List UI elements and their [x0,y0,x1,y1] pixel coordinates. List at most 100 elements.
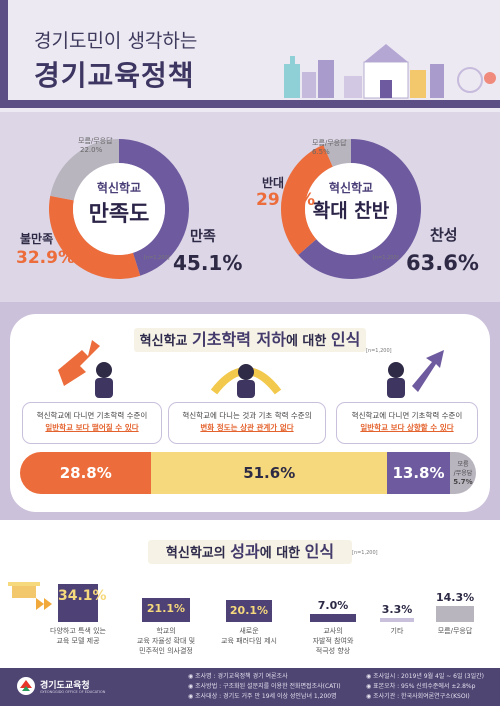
donut-expansion-center-line2: 확대 찬반 [312,200,390,222]
bubble-no-relation-line1: 혁신학교에 다니는 것과 기초 학력 수준의 [182,411,312,420]
header: 경기도민이 생각하는 경기교육정책 [0,0,500,108]
performance-value-0: 34.1% [58,588,107,604]
donut-section: 혁신학교 만족도 [n=1,200] 만족 45.1% 불만족 32.9% 모름… [0,112,500,302]
bubble-decrease-line1: 혁신학교에 다니면 기초학력 수준이 [36,411,148,420]
performance-title-end: 인식 [304,542,335,561]
performance-title-prefix: 혁신학교의 [165,546,226,561]
basic-skills-title-prefix: 혁신학교 [139,334,188,349]
performance-bar-4 [380,618,414,622]
performance-n: [n=1,200] [352,550,378,556]
segment-unknown-value: 5.7% [453,478,473,486]
donut-expansion-slice-2 [323,139,351,167]
donut-satisfaction-slice-0 [119,139,189,276]
bubble-increase-line1: 혁신학교에 다니면 기초학력 수준이 [351,411,463,420]
slice-value-satisfied: 45.1% [173,251,243,275]
performance-value-3: 7.0% [317,599,349,613]
footer-info-1: ◉ 조사명 : 경기교육정책 경기 여론조사 [188,673,288,680]
performance-bar-0 [58,584,98,622]
donut-expansion-hole [305,163,397,255]
city-skyline-illustration [0,0,500,108]
org-name-en: GYEONGGIDO OFFICE OF EDUCATION [40,690,106,694]
donut-expansion-slice-1 [281,144,333,255]
bubble-increase: 혁신학교에 다니면 기초학력 수준이 일반학교 보다 상향할 수 있다 [336,402,478,444]
slice-label-satisfied: 만족 [190,229,216,245]
donut-satisfaction-slice-1 [49,195,141,279]
org-name: 경기도교육청 [40,681,90,691]
slice-value-unknown-2: 6.5% [312,148,330,156]
basic-skills-title-suffix: 에 대한 [285,334,327,349]
segment-decrease: 28.8% [20,452,152,494]
bubble-decrease: 혁신학교에 다니면 기초학력 수준이 일반학교 보다 떨어질 수 있다 [22,402,162,444]
footer-info-5: ◉ 표본오차 : 95% 신뢰수준에서 ±2.8%p [366,683,476,690]
performance-label-1-line1: 학교의 [156,627,176,635]
segment-no-relation-value: 51.6% [243,464,296,482]
donut-expansion-n: [n=1,200] [373,255,399,261]
performance-label-3-line1: 교사의 [323,627,343,635]
donut-satisfaction-slice-2 [50,139,119,201]
performance-label-3-line2: 자발적 참여와 [312,637,354,645]
slice-label-disagree: 반대 [262,176,285,190]
slice-value-dissatisfied: 32.9% [16,248,75,268]
performance-label-5: 모름/무응답 [415,626,495,636]
bubble-no-relation: 혁신학교에 다니는 것과 기초 학력 수준의 변화 정도는 상관 관계가 없다 [168,402,326,444]
performance-label-4-line1: 기타 [390,627,404,635]
header-title: 경기교육정책 [34,59,195,92]
slice-value-unknown-1: 22.0% [80,146,103,154]
basic-skills-title-main: 기초학력 저하 [192,330,286,349]
performance-title: 혁신학교의 성과에 대한 인식 [148,540,352,564]
basic-skills-n: [n=1,200] [366,348,392,354]
donut-satisfaction [49,139,189,279]
segment-unknown-line2: /무응답 [453,470,473,477]
donut-satisfaction-center-line2: 만족도 [88,202,150,227]
performance-label-5-line1: 모름/무응답 [437,627,473,635]
bubble-increase-line2: 일반학교 보다 상향할 수 있다 [360,423,454,432]
footer: 경기도교육청 GYEONGGIDO OFFICE OF EDUCATION ◉ … [0,668,500,706]
bubble-no-relation-line2: 변화 정도는 상관 관계가 없다 [200,423,294,432]
performance-label-2-line2: 교육 패러다임 제시 [221,637,277,645]
performance-bar-2 [226,599,272,622]
slice-label-unknown-1: 모름/무응답 [78,137,113,145]
donut-expansion-center-line1: 혁신학교 [328,181,374,195]
performance-value-2: 20.1% [229,603,269,617]
performance-label-4: 기타 [357,626,437,636]
donut-satisfaction-hole [73,163,165,255]
performance-label-1-line3: 민주적인 의사결정 [139,647,193,655]
segment-increase: 13.8% [386,452,450,494]
basic-skills-title-end: 인식 [330,330,361,349]
basic-skills-title: 혁신학교 기초학력 저하에 대한 인식 [134,328,366,352]
footer-info-2: ◉ 조사방법 : 구조화된 설문지를 이용한 전화면접조사(CATI) [188,683,341,690]
donut-satisfaction-n: [n=1,200] [144,255,170,261]
segment-unknown-line1: 모름 [457,461,469,468]
footer-info-3: ◉ 조사대상 : 경기도 거주 만 19세 이상 성인남녀 1,200명 [188,693,337,700]
slice-label-dissatisfied: 불만족 [20,232,54,246]
performance-label-0-line1: 다양하고 특색 있는 [50,627,106,635]
performance-label-1-line2: 교육 자율성 확대 및 [136,637,196,645]
performance-value-4: 3.3% [381,603,413,617]
segment-no-relation: 51.6% [151,452,387,494]
segment-decrease-value: 28.8% [59,464,112,482]
performance-label-3-line3: 적극성 향상 [315,647,351,655]
performance-bar-5 [436,606,474,622]
performance-title-suffix: 에 대한 [259,546,301,561]
slice-label-agree: 찬성 [430,226,458,244]
donut-charts-svg [49,139,421,279]
bubble-decrease-line2: 일반학교 보다 떨어질 수 있다 [45,423,139,432]
segment-increase-value: 13.8% [392,464,445,482]
org-logo-icon [17,677,35,695]
donut-expansion-slice-0 [298,139,421,279]
performance-value-5: 14.3% [436,591,475,605]
performance-label-0: 다양하고 특색 있는 교육 모델 제공 [38,626,118,646]
slice-label-unknown-2: 모름/무응답 [312,139,347,147]
footer-info-4: ◉ 조사일시 : 2019년 9월 4일 ~ 6일 (3일간) [366,673,484,680]
donut-satisfaction-center-line1: 혁신학교 [96,181,142,195]
performance-bar-1 [142,598,190,622]
performance-title-main: 성과 [230,542,260,561]
footer-info-6: ◉ 조사기관 : 한국사회여론연구소(KSOI) [366,693,470,700]
donut-expansion [281,139,421,279]
performance-label-2-line1: 새로운 [239,627,259,635]
header-subtitle: 경기도민이 생각하는 [34,30,198,52]
